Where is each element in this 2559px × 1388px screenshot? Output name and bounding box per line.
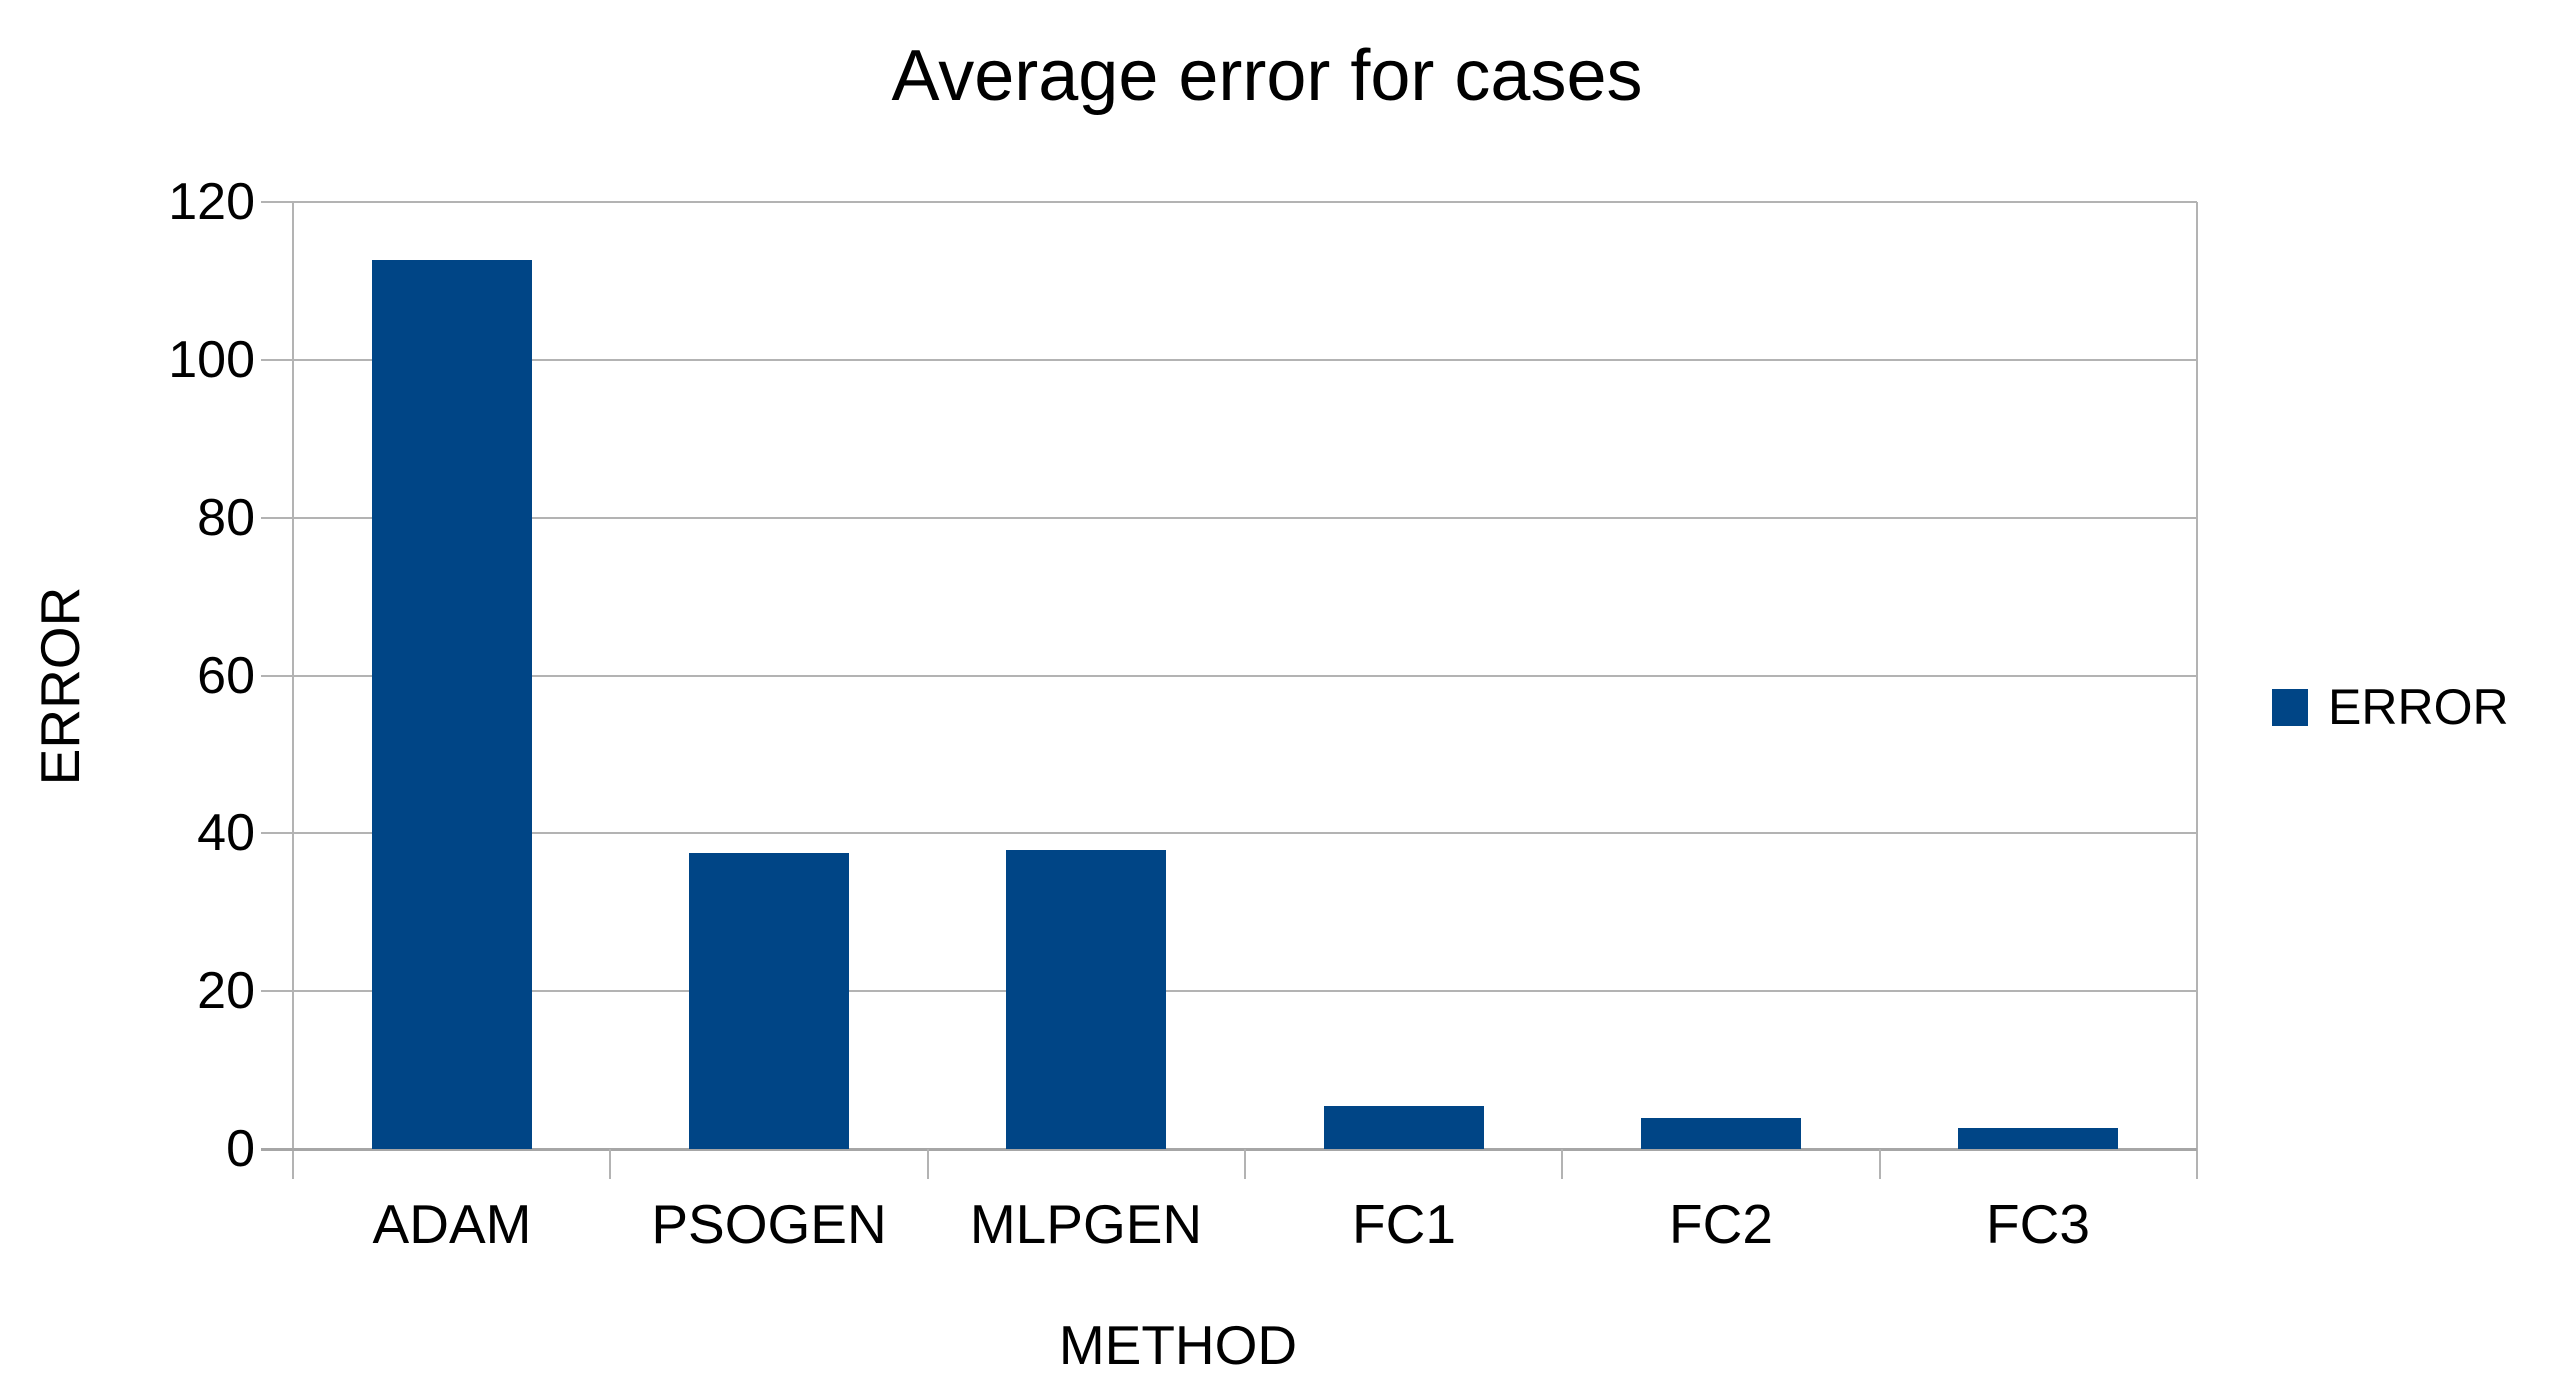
gridline xyxy=(261,517,2197,519)
y-axis-line xyxy=(292,202,294,1179)
y-axis-title: ERROR xyxy=(29,586,91,786)
category-label: FC3 xyxy=(1986,1193,2090,1255)
legend-label: ERROR xyxy=(2328,679,2509,735)
x-axis-tick xyxy=(1879,1149,1881,1179)
bar-adam xyxy=(372,260,532,1149)
gridline xyxy=(261,990,2197,992)
category-label: MLPGEN xyxy=(969,1193,1203,1255)
gridline xyxy=(261,359,2197,361)
bar-psogen xyxy=(689,853,849,1149)
plot-right-border xyxy=(2196,202,2198,1179)
x-axis-title: METHOD xyxy=(1058,1314,1298,1376)
y-tick-label: 0 xyxy=(226,1120,255,1178)
x-axis-line xyxy=(261,1148,2197,1151)
y-tick-label: 100 xyxy=(168,331,255,389)
bar-fc2 xyxy=(1641,1118,1801,1149)
bar-fc1 xyxy=(1324,1106,1484,1149)
y-tick-label: 20 xyxy=(197,962,255,1020)
legend-color-swatch xyxy=(2272,688,2308,726)
x-axis-tick xyxy=(1244,1149,1246,1179)
bar-mlpgen xyxy=(1006,850,1166,1149)
legend: ERROR xyxy=(2272,678,2509,736)
category-label: ADAM xyxy=(372,1193,532,1255)
chart-title: Average error for cases xyxy=(891,36,1643,116)
category-label: PSOGEN xyxy=(651,1193,887,1255)
x-axis-tick xyxy=(1561,1149,1563,1179)
category-label: FC1 xyxy=(1352,1193,1456,1255)
gridline xyxy=(261,832,2197,834)
y-tick-label: 60 xyxy=(197,647,255,705)
y-tick-label: 80 xyxy=(197,489,255,547)
x-axis-tick xyxy=(927,1149,929,1179)
plot-area xyxy=(261,201,2198,1179)
y-tick-label: 120 xyxy=(168,173,255,231)
gridline xyxy=(261,675,2197,677)
gridline xyxy=(261,201,2197,203)
x-axis-tick xyxy=(609,1149,611,1179)
bar-fc3 xyxy=(1958,1128,2118,1149)
y-tick-label: 40 xyxy=(197,804,255,862)
category-label: FC2 xyxy=(1669,1193,1773,1255)
